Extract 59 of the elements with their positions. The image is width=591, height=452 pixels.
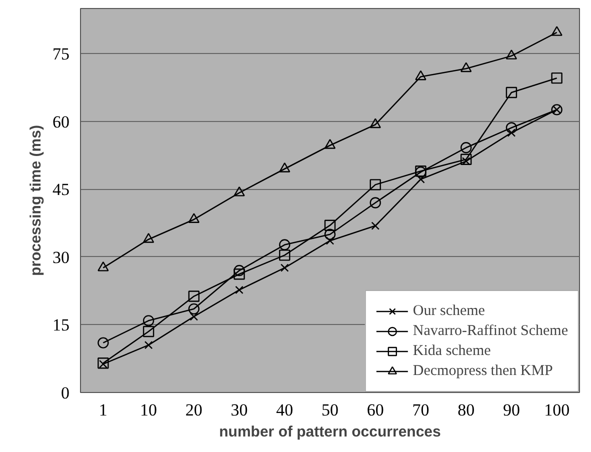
point: [460, 62, 472, 72]
point: [416, 175, 425, 184]
point: [324, 220, 336, 231]
y-tick-label: 75: [52, 44, 70, 64]
x-tick-label: 80: [458, 400, 475, 420]
point: [551, 72, 562, 84]
point: [551, 26, 562, 36]
x-tick-label: 10: [140, 400, 158, 420]
point: [326, 236, 334, 245]
point: [415, 70, 426, 80]
x-tick-label: 40: [276, 400, 294, 420]
x-tick-label: 1: [98, 400, 108, 420]
x-tick-label: 30: [230, 400, 248, 420]
y-tick-label: 15: [52, 316, 70, 335]
point: [98, 337, 109, 348]
y-tick-label: 45: [52, 180, 70, 200]
legend-label: Decmopress then KMP: [412, 362, 553, 380]
point: [142, 326, 154, 338]
point: [506, 122, 518, 134]
point: [460, 142, 472, 154]
point: [279, 162, 290, 172]
point: [279, 239, 290, 250]
x-tick-label: 100: [544, 400, 570, 420]
legend-label: Kida scheme: [412, 342, 491, 360]
point: [188, 290, 200, 302]
point: [279, 250, 290, 261]
y-axis-title: processing time (ms): [28, 125, 44, 276]
y-tick-label: 0: [61, 384, 70, 402]
point: [144, 340, 153, 350]
point: [188, 303, 200, 315]
point: [234, 268, 245, 280]
point: [506, 50, 518, 60]
point: [371, 222, 380, 230]
point: [190, 312, 198, 321]
x-tick-label: 70: [412, 400, 430, 420]
point: [460, 154, 472, 165]
point: [142, 232, 154, 243]
x-axis-title: number of pattern occurrences: [219, 424, 441, 440]
point: [280, 264, 289, 272]
x-tick-label: 50: [322, 400, 338, 420]
point: [235, 286, 244, 294]
point: [98, 261, 109, 272]
point: [370, 197, 381, 208]
x-tick-label: 20: [185, 400, 202, 420]
point: [507, 128, 516, 137]
x-tick-label: 90: [502, 400, 520, 420]
point: [506, 86, 518, 98]
point: [142, 315, 154, 326]
point: [188, 213, 200, 223]
point: [370, 118, 381, 128]
point: [370, 179, 381, 190]
point: [234, 186, 245, 196]
point: [324, 139, 336, 149]
legend-label: Navarro-Raffinot Scheme: [412, 322, 568, 340]
y-tick-label: 30: [52, 248, 70, 267]
x-tick-label: 60: [366, 400, 384, 420]
legend-label: Our scheme: [412, 302, 485, 320]
y-tick-label: 60: [52, 112, 70, 132]
point: [462, 157, 470, 166]
